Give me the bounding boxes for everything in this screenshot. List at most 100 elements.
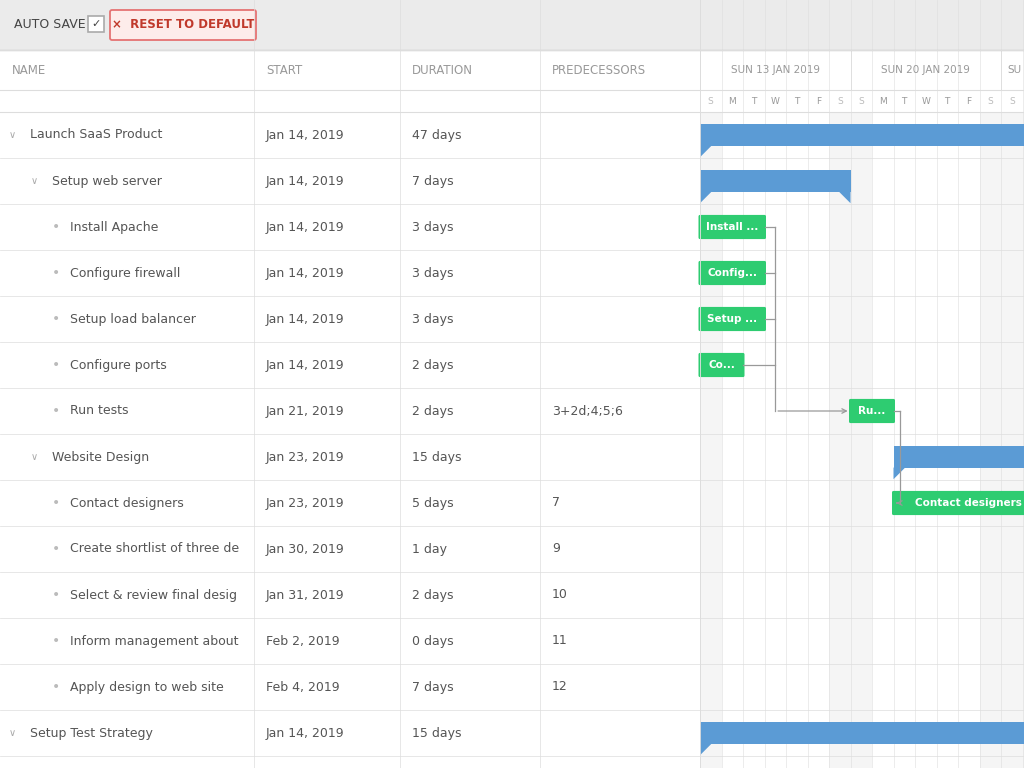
Bar <box>980 710 1001 756</box>
Text: PREDECESSORS: PREDECESSORS <box>552 64 646 77</box>
Bar <box>851 434 872 480</box>
Text: Jan 21, 2019: Jan 21, 2019 <box>266 405 345 418</box>
Text: Setup Test Strategy: Setup Test Strategy <box>30 727 153 740</box>
Bar <box>0 250 1024 296</box>
Text: ∨: ∨ <box>31 452 38 462</box>
Text: Jan 14, 2019: Jan 14, 2019 <box>266 313 345 326</box>
Text: Run tests: Run tests <box>70 405 128 418</box>
Polygon shape <box>894 468 905 479</box>
Bar <box>0 158 1024 204</box>
Text: Install Apache: Install Apache <box>70 220 159 233</box>
Bar <box>0 434 1024 480</box>
Bar <box>700 296 722 342</box>
Bar <box>1023 204 1024 250</box>
Bar <box>980 480 1001 526</box>
Bar <box>88 16 104 32</box>
Bar <box>1001 50 1023 768</box>
Text: 3 days: 3 days <box>412 313 454 326</box>
Text: Jan 14, 2019: Jan 14, 2019 <box>266 174 345 187</box>
Text: W: W <box>771 97 779 105</box>
Bar <box>829 618 851 664</box>
Text: Feb 2, 2019: Feb 2, 2019 <box>266 634 340 647</box>
Text: Create shortlist of three de: Create shortlist of three de <box>70 542 240 555</box>
Text: Jan 23, 2019: Jan 23, 2019 <box>266 451 345 464</box>
Bar <box>700 572 722 618</box>
Bar <box>829 434 851 480</box>
Bar <box>851 158 872 204</box>
Bar <box>980 112 1001 158</box>
Bar <box>851 250 872 296</box>
Bar <box>1001 158 1023 204</box>
Bar <box>980 342 1001 388</box>
Bar <box>700 526 722 572</box>
Text: Co...: Co... <box>708 360 735 370</box>
Text: SU: SU <box>1008 65 1022 75</box>
Text: ✓: ✓ <box>91 19 100 29</box>
Bar <box>980 664 1001 710</box>
Text: 0 days: 0 days <box>412 634 454 647</box>
Bar <box>980 618 1001 664</box>
Bar <box>700 158 722 204</box>
Text: Jan 14, 2019: Jan 14, 2019 <box>266 128 345 141</box>
Text: Contact designers: Contact designers <box>70 496 183 509</box>
Bar <box>851 388 872 434</box>
Bar <box>829 480 851 526</box>
Text: •: • <box>52 588 60 602</box>
Text: S: S <box>1009 97 1015 105</box>
Bar <box>980 158 1001 204</box>
Bar <box>980 388 1001 434</box>
Text: Config...: Config... <box>708 268 758 278</box>
Text: 1 day: 1 day <box>412 542 447 555</box>
Text: ∨: ∨ <box>31 176 38 186</box>
FancyBboxPatch shape <box>110 10 256 40</box>
Bar <box>851 664 872 710</box>
Bar <box>829 50 851 768</box>
Bar <box>0 526 1024 572</box>
Bar <box>851 572 872 618</box>
Bar <box>980 434 1001 480</box>
Bar <box>851 50 1001 90</box>
Bar <box>851 480 872 526</box>
Bar <box>1001 618 1023 664</box>
Text: Launch SaaS Product: Launch SaaS Product <box>30 128 163 141</box>
Bar <box>980 250 1001 296</box>
Bar <box>700 388 722 434</box>
Text: Install ...: Install ... <box>707 222 759 232</box>
Text: Jan 14, 2019: Jan 14, 2019 <box>266 220 345 233</box>
Bar <box>829 112 851 158</box>
Text: 47 days: 47 days <box>412 128 462 141</box>
Bar <box>700 204 722 250</box>
Bar <box>0 0 1024 50</box>
Text: 5 days: 5 days <box>412 496 454 509</box>
Bar <box>829 342 851 388</box>
Bar <box>1023 526 1024 572</box>
Bar <box>0 342 1024 388</box>
Bar <box>0 572 1024 618</box>
Bar <box>0 296 1024 342</box>
Text: Ru...: Ru... <box>858 406 886 416</box>
Text: 2 days: 2 days <box>412 359 454 372</box>
Bar <box>1001 204 1023 250</box>
Bar <box>1023 664 1024 710</box>
Bar <box>851 342 872 388</box>
Bar <box>1023 710 1024 756</box>
Text: ∨: ∨ <box>8 130 15 140</box>
Text: T: T <box>794 97 800 105</box>
Text: T: T <box>901 97 907 105</box>
Text: 3+2d;4;5;6: 3+2d;4;5;6 <box>552 405 623 418</box>
Bar <box>894 446 1024 468</box>
Text: Setup ...: Setup ... <box>708 314 758 324</box>
Bar <box>980 50 1001 768</box>
Text: T: T <box>944 97 950 105</box>
Text: W: W <box>922 97 930 105</box>
Text: 15 days: 15 days <box>412 451 462 464</box>
Bar <box>1001 250 1023 296</box>
Bar <box>829 158 851 204</box>
Bar <box>700 90 1024 112</box>
Text: Inform management about: Inform management about <box>70 634 239 647</box>
Text: S: S <box>837 97 843 105</box>
Text: F: F <box>967 97 972 105</box>
Text: 10: 10 <box>552 588 568 601</box>
FancyBboxPatch shape <box>698 307 766 331</box>
Text: SUN 20 JAN 2019: SUN 20 JAN 2019 <box>882 65 970 75</box>
